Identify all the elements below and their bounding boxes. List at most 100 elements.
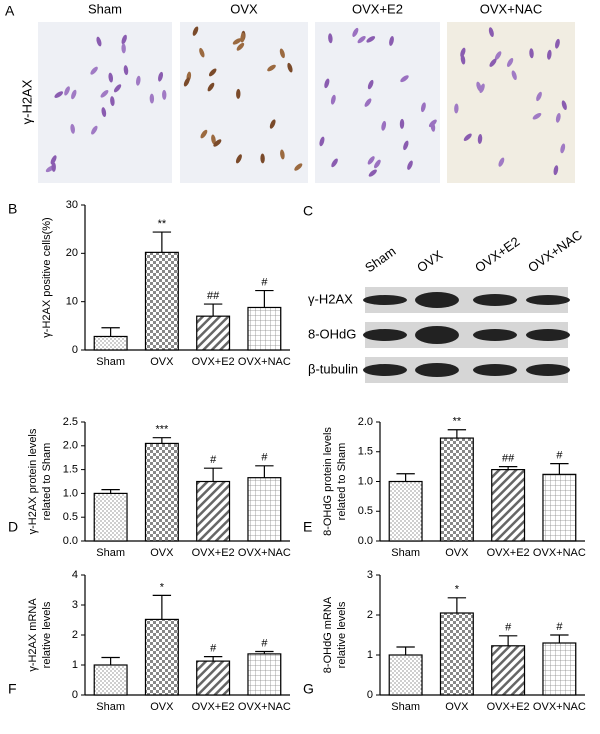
nucleus: [403, 140, 409, 151]
nucleus: [183, 77, 190, 87]
x-tick-label: OVX+E2: [487, 547, 530, 559]
bar: [491, 645, 526, 696]
row-label: γ-H2AX: [19, 79, 34, 124]
nucleus: [232, 38, 242, 45]
nucleus: [235, 154, 242, 164]
nucleus: [460, 54, 466, 65]
y-axis-label: γ-H2AX positive cells(%): [41, 217, 53, 337]
nucleus: [236, 88, 241, 99]
micrograph: [315, 22, 440, 183]
y-tick-label: 3: [367, 569, 373, 581]
nucleus: [149, 93, 155, 104]
blot-band: [415, 292, 459, 308]
panel-label: A: [5, 3, 15, 19]
blot-band: [526, 364, 570, 376]
significance-label: **: [453, 416, 462, 428]
x-tick-label: Sham: [391, 701, 420, 713]
nucleus: [269, 119, 276, 129]
nucleus: [498, 157, 505, 167]
blot-band: [363, 329, 407, 341]
nucleus: [324, 78, 330, 89]
nucleus: [460, 47, 466, 58]
nucleus: [331, 158, 338, 168]
blot-band: [363, 295, 407, 305]
nucleus: [368, 169, 377, 177]
blot-row-label: γ-H2AX: [308, 291, 353, 306]
nucleus: [488, 27, 494, 37]
nucleus: [113, 84, 122, 93]
y-tick-label: 1.5: [358, 446, 373, 458]
nucleus: [200, 129, 208, 139]
x-tick-label: OVX+NAC: [533, 547, 586, 559]
panel-label: C: [303, 203, 313, 219]
nucleus: [70, 123, 75, 134]
nucleus: [96, 36, 102, 47]
y-tick-label: 1.5: [63, 464, 78, 476]
x-tick-label: Sham: [391, 547, 420, 559]
panel-label: F: [8, 681, 17, 697]
nucleus: [260, 153, 265, 164]
nucleus: [511, 70, 517, 81]
column-header: OVX: [230, 1, 258, 16]
nucleus: [555, 38, 560, 49]
x-tick-label: OVX: [150, 356, 174, 368]
y-tick-label: 30: [66, 199, 78, 211]
y-tick-label: 2: [72, 629, 78, 641]
bar: [247, 653, 282, 696]
bar: [144, 618, 179, 696]
blot-column-label: OVX: [414, 247, 445, 275]
micrograph: [447, 22, 575, 183]
nucleus: [90, 66, 98, 75]
nucleus: [208, 68, 217, 77]
column-header: OVX+E2: [352, 1, 403, 16]
bar: [388, 480, 423, 542]
y-tick-label: 0: [72, 689, 78, 701]
nucleus: [367, 79, 374, 90]
y-tick-label: 2.0: [63, 440, 78, 452]
significance-label: #: [261, 637, 268, 649]
bar: [93, 335, 128, 351]
nucleus: [101, 107, 107, 118]
bar: [542, 473, 577, 542]
bar: [439, 612, 474, 696]
nucleus: [54, 91, 64, 98]
nucleus: [381, 120, 387, 131]
bar: [144, 251, 179, 351]
nucleus: [555, 112, 561, 123]
y-axis-label: 8-OHdG protein levels: [322, 427, 334, 536]
blot-row-label: β-tubulin: [308, 361, 358, 376]
significance-label: #: [505, 622, 512, 634]
nucleus: [199, 47, 205, 58]
y-tick-label: 1: [72, 659, 78, 671]
y-axis-label: relative levels: [336, 601, 348, 668]
bar: [491, 469, 526, 542]
x-tick-label: OVX+NAC: [238, 701, 291, 713]
nucleus: [135, 75, 141, 86]
nucleus: [108, 72, 114, 83]
nucleus: [430, 121, 436, 132]
nucleus: [399, 118, 405, 129]
y-tick-label: 0.0: [358, 535, 373, 547]
nucleus: [366, 36, 376, 43]
y-axis-label: relative levels: [41, 601, 53, 668]
y-tick-label: 20: [66, 247, 78, 259]
y-tick-label: 2: [367, 609, 373, 621]
blot-band: [415, 326, 459, 344]
x-tick-label: OVX: [445, 547, 469, 559]
x-tick-label: Sham: [96, 356, 125, 368]
y-tick-label: 1.0: [358, 475, 373, 487]
y-tick-label: 0: [367, 689, 373, 701]
y-tick-label: 0.5: [358, 505, 373, 517]
nucleus: [294, 163, 303, 171]
nucleus: [561, 100, 567, 110]
nucleus: [123, 65, 129, 76]
bar: [247, 477, 282, 542]
significance-label: #: [261, 276, 268, 288]
nucleus: [330, 94, 336, 105]
micrograph: [180, 22, 308, 183]
y-axis-label: 8-OHdG mRNA: [322, 596, 334, 673]
bar: [196, 480, 231, 542]
nucleus: [51, 161, 56, 172]
significance-label: #: [210, 454, 217, 466]
